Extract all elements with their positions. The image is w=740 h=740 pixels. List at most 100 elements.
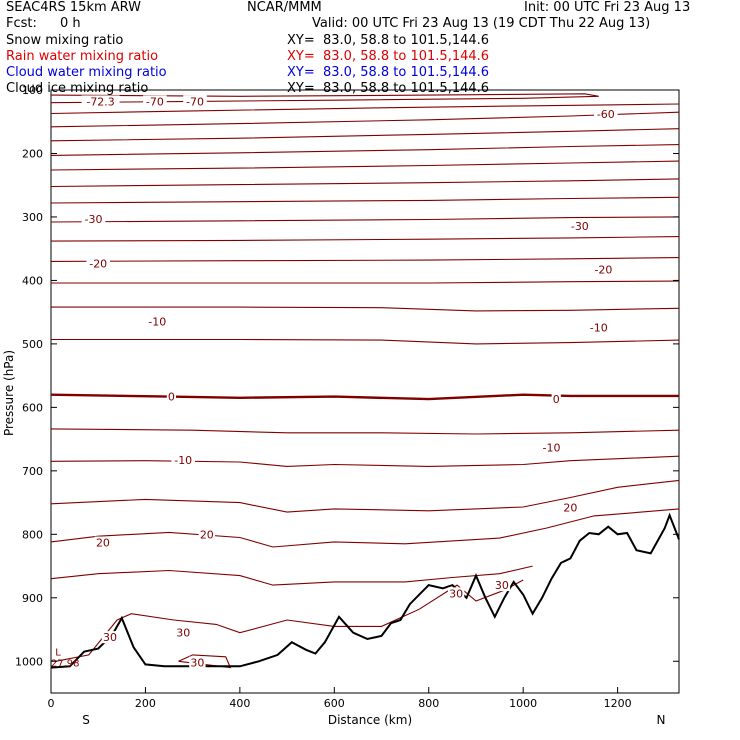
field-name-cloud-water: Cloud water mixing ratio	[6, 65, 167, 80]
contour-label: 30	[103, 631, 117, 644]
x-tick-label: 1200	[604, 697, 632, 710]
contour-label-bg	[493, 579, 511, 592]
contour-label: 20	[96, 537, 110, 550]
contour-label: -30	[571, 220, 589, 233]
contour-label: 30	[176, 627, 190, 640]
contour-line	[50, 160, 680, 171]
contour-line	[50, 144, 680, 156]
field-xy-snow: XY= 83.0, 58.8 to 101.5,144.6	[287, 33, 490, 48]
x-tick-label: 1000	[509, 697, 537, 710]
contour-label-bg	[175, 626, 192, 639]
contour-label-bg	[166, 390, 177, 403]
contour-label-bg	[189, 656, 206, 669]
contour-line	[50, 178, 680, 188]
contour-line	[50, 257, 680, 262]
y-tick-label: 1000	[15, 655, 43, 668]
low-annotation: L	[55, 648, 61, 659]
contour-label: -20	[89, 257, 107, 270]
contour-line	[50, 216, 680, 223]
contour-line	[51, 280, 680, 284]
y-tick-label: 200	[22, 147, 43, 160]
field-name-rain: Rain water mixing ratio	[6, 49, 159, 64]
contour-label-bg	[81, 212, 106, 225]
contour-label-bg	[562, 501, 579, 514]
x-tick-label: 400	[229, 697, 250, 710]
north-marker: N	[657, 713, 666, 727]
y-axis-label: Pressure (hPa)	[2, 350, 16, 436]
south-marker: S	[82, 713, 90, 727]
contour-labels: -72.3 -70 -70 -60 -30 -30 -20 -20 -10 -10 0 0 -10 -10…	[51, 95, 618, 670]
center-title: NCAR/MMM	[247, 0, 322, 15]
field-xy-cloud-ice: XY= 83.0, 58.8 to 101.5,144.6	[287, 81, 490, 96]
contour-label: -20	[594, 264, 612, 277]
contour-label-bg	[447, 587, 465, 600]
contour-label-bg	[171, 454, 196, 467]
field-xy-rain: XY= 83.0, 58.8 to 101.5,144.6	[287, 49, 490, 64]
contour-label: -60	[597, 108, 615, 121]
contour-label: 30	[449, 587, 463, 600]
x-axis: 0 200 400 600 800 1000 1200	[48, 687, 632, 710]
plot-frame	[50, 89, 680, 694]
contour-label-bg	[81, 95, 120, 108]
low-annotation: 27.98	[51, 659, 80, 670]
contour-label: -72.3	[86, 95, 114, 108]
y-tick-label: 800	[22, 528, 43, 541]
contour-label: -30	[85, 213, 103, 226]
contour-label-bg	[86, 257, 111, 270]
contour-line	[50, 128, 680, 142]
contour-label: -10	[174, 454, 192, 467]
contour-line	[50, 455, 680, 467]
contour-label-bg	[183, 95, 207, 108]
contour-line	[50, 111, 680, 128]
contour-label-bg	[145, 315, 170, 328]
fcst-label: Fcst:	[6, 16, 37, 31]
contour-label-bg	[101, 631, 119, 644]
fcst-value: 0 h	[60, 16, 81, 31]
field-name-cloud-ice: Cloud ice mixing ratio	[6, 81, 149, 96]
y-tick-label: 300	[22, 211, 43, 224]
contour-label-bg	[198, 528, 216, 541]
contour-label: -10	[590, 321, 608, 334]
y-tick-label: 400	[22, 274, 43, 287]
contour-line	[50, 196, 680, 204]
y-tick-label: 500	[22, 338, 43, 351]
contour-label-bg	[594, 108, 618, 121]
y-tick-label: 900	[22, 592, 43, 605]
y-tick-label: 600	[22, 401, 43, 414]
terrain-profile	[50, 512, 680, 669]
contour-label-bg	[568, 219, 592, 232]
init-time: Init: 00 UTC Fri 23 Aug 13	[524, 0, 691, 15]
contour-label: -10	[148, 316, 166, 329]
y-tick-label: 700	[22, 465, 43, 478]
contour-label: 0	[553, 393, 560, 406]
x-tick-label: 600	[324, 697, 345, 710]
contour-label-bg	[551, 393, 561, 406]
contour-label: 20	[563, 502, 577, 515]
contour-label: 20	[200, 528, 214, 541]
model-title: SEAC4RS 15km ARW	[6, 0, 142, 15]
contour-label-bg	[586, 321, 611, 334]
terrain-line	[50, 512, 680, 669]
contour-line	[50, 393, 679, 401]
contour-line	[51, 306, 680, 312]
contour-label: -10	[543, 441, 561, 454]
contour-label-bg	[591, 263, 616, 276]
valid-time: Valid: 00 UTC Fri 23 Aug 13 (19 CDT Thu …	[312, 16, 651, 31]
x-axis-label: Distance (km)	[328, 713, 412, 727]
contour-line	[50, 236, 680, 242]
contour-label-bg	[539, 441, 564, 454]
contour-label: -70	[146, 95, 164, 108]
contour-label-bg	[94, 536, 112, 549]
contour-label: 0	[168, 391, 175, 404]
contour-line	[50, 93, 599, 104]
contour-line	[50, 565, 533, 586]
contour-line	[51, 338, 680, 345]
contour-lines	[50, 93, 680, 669]
contour-label-bg	[143, 95, 167, 108]
contour-label: 30	[190, 657, 204, 670]
x-tick-label: 800	[418, 697, 439, 710]
x-tick-label: 0	[48, 697, 55, 710]
contour-line	[50, 428, 680, 435]
